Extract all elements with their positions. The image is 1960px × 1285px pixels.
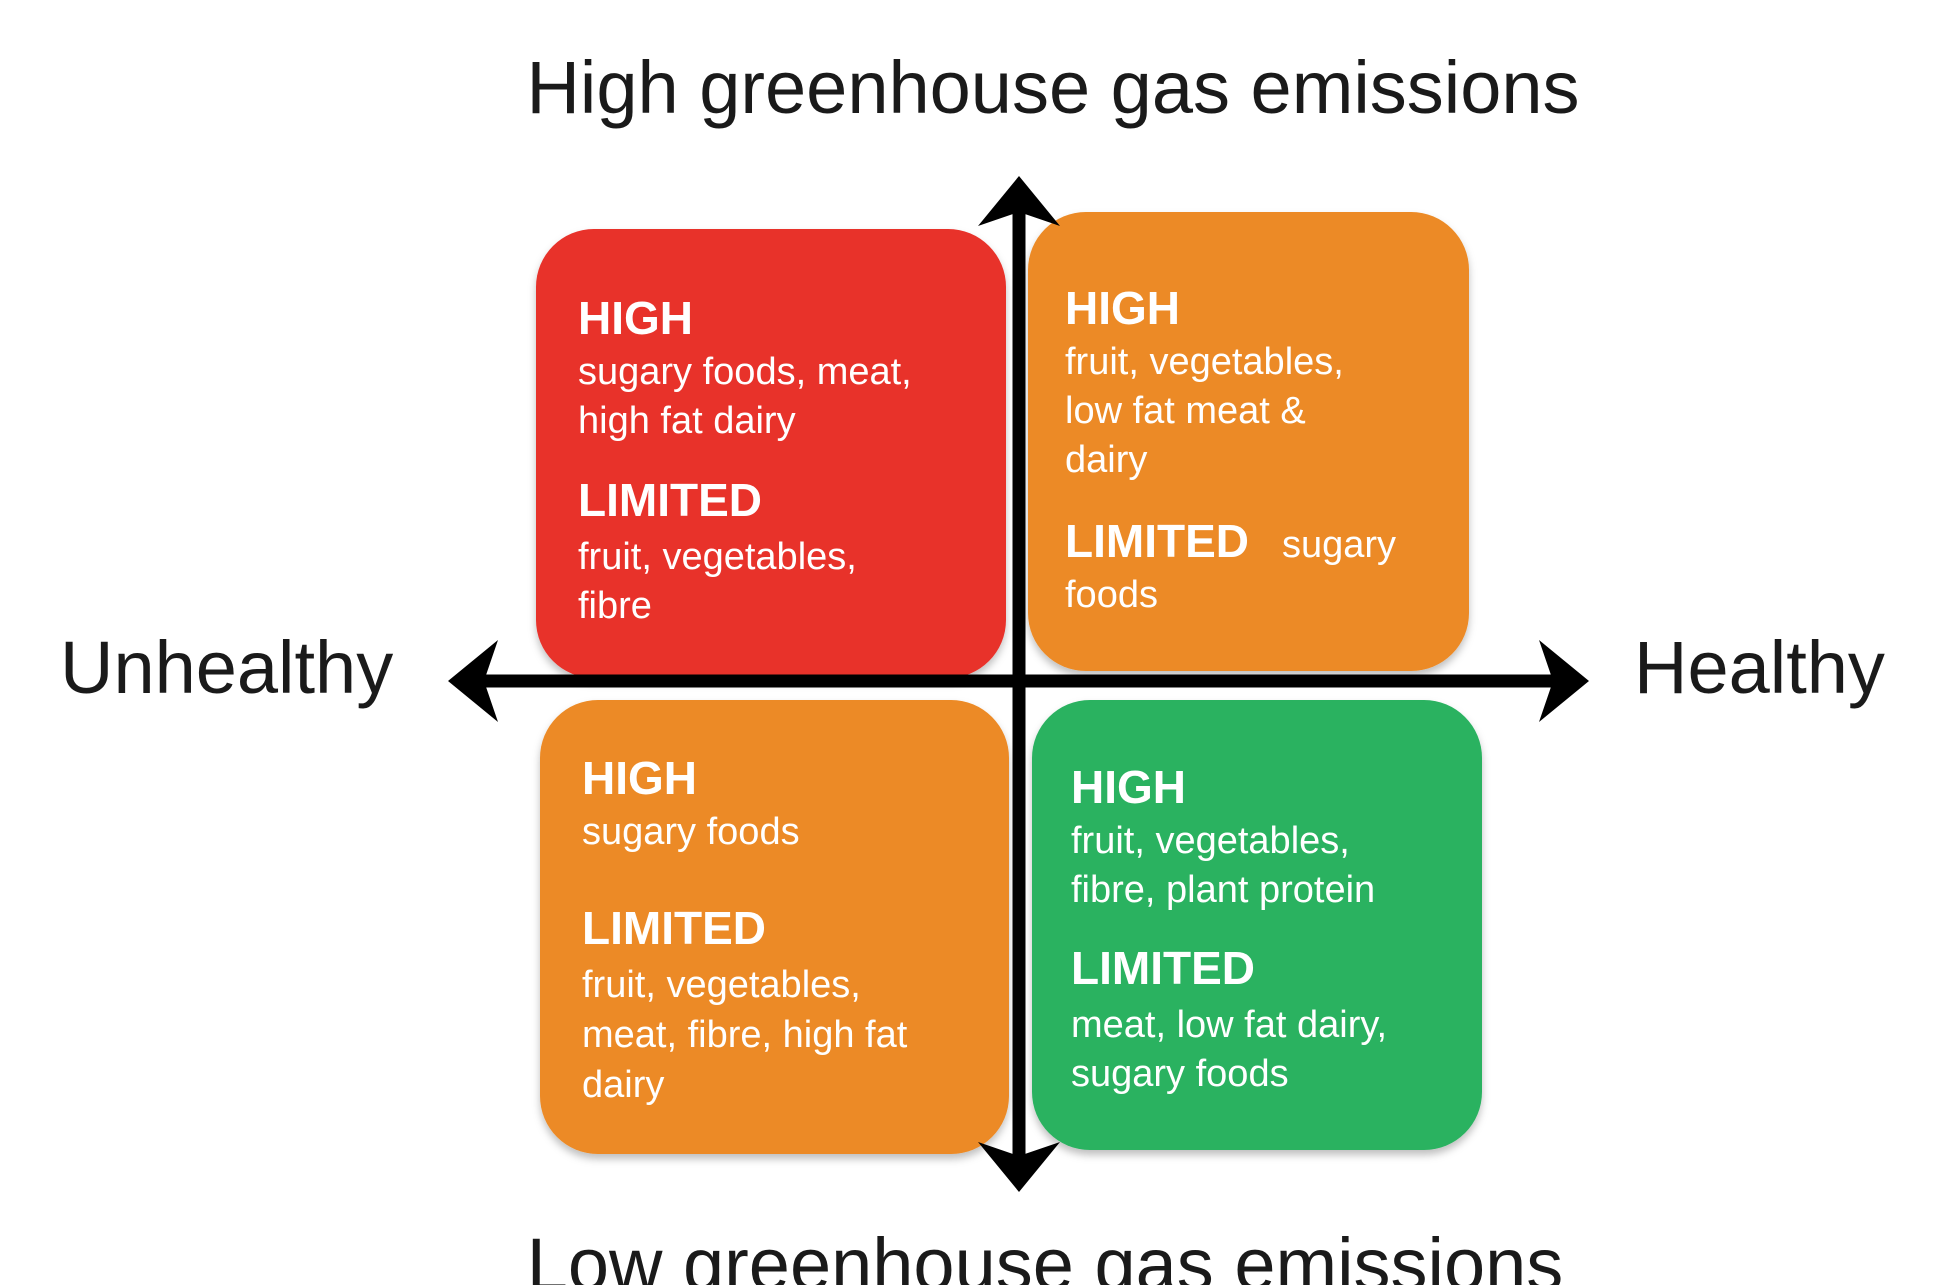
high-heading: HIGH [582,752,697,804]
item: low fat meat & [1065,390,1306,432]
limited-heading: LIMITED [1065,515,1249,567]
item: fruit, vegetables, [1071,820,1350,862]
box-bottom-left [540,700,1009,1154]
axis-bottom-label: Low greenhouse gas emissions [527,1223,1564,1285]
box-bottom-right [1032,700,1482,1150]
box-top-left [536,229,1006,678]
axis-left-label: Unhealthy [60,626,393,709]
item: high fat dairy [578,400,796,442]
arrow-down [978,1142,1060,1192]
axis-right-label: Healthy [1634,626,1885,709]
item: foods [1065,574,1158,616]
high-heading: HIGH [1071,761,1186,813]
item: fruit, vegetables, [1065,341,1344,383]
item: sugary foods, meat, [578,351,912,393]
item: fruit, vegetables, [578,536,857,578]
item: fibre [578,585,652,627]
high-heading: HIGH [578,292,693,344]
limited-heading: LIMITED [578,474,762,526]
item: meat, fibre, high fat [582,1014,908,1056]
item: sugary foods [1071,1053,1289,1095]
high-heading: HIGH [1065,282,1180,334]
box-top-right [1028,212,1469,671]
item: dairy [1065,439,1147,481]
item: sugary foods [582,811,800,853]
axis-top-label: High greenhouse gas emissions [526,46,1579,129]
item: meat, low fat dairy, [1071,1004,1387,1046]
arrow-left [448,640,498,722]
item: fibre, plant protein [1071,869,1375,911]
arrow-up [978,176,1060,226]
limited-heading: LIMITED [1071,942,1255,994]
item: fruit, vegetables, [582,964,861,1006]
item: dairy [582,1064,664,1106]
item: sugary [1282,524,1396,566]
arrow-right [1539,640,1589,722]
limited-heading: LIMITED [582,902,766,954]
